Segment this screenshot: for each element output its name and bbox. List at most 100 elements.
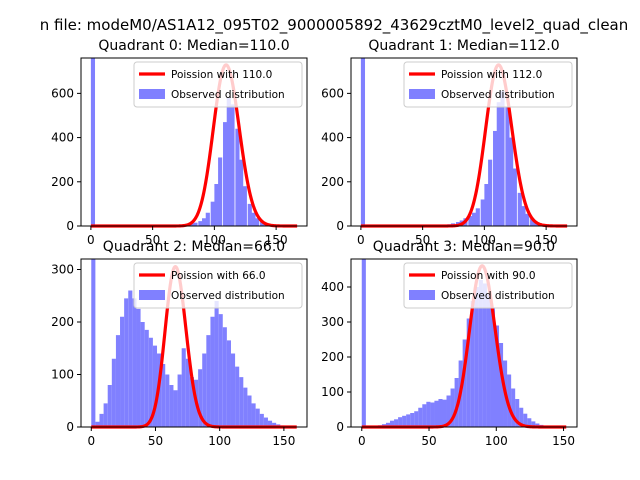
hist-bar <box>525 213 530 226</box>
hist-bar <box>144 329 149 427</box>
hist-bar <box>239 159 244 226</box>
hist-bar <box>484 184 489 226</box>
x-tick-label: 0 <box>358 434 366 448</box>
hist-bar <box>251 212 256 226</box>
hist-bar <box>422 404 427 427</box>
hist-bar <box>202 218 207 226</box>
hist-bar <box>426 401 431 427</box>
hist-bar <box>519 407 524 427</box>
legend-label-poisson: Poission with 66.0 <box>171 270 266 282</box>
hist-bar <box>222 327 227 427</box>
hist-bar <box>230 353 236 427</box>
legend-swatch-observed <box>139 89 165 99</box>
y-tick-label: 400 <box>321 131 344 145</box>
hist-bar <box>430 402 435 427</box>
legend: Poission with 66.0 Observed distribution <box>133 262 303 309</box>
hist-bar <box>530 218 535 226</box>
x-tick-label: 150 <box>535 233 558 247</box>
hist-bar <box>95 421 100 427</box>
x-tick-label: 150 <box>552 434 575 448</box>
legend-label-poisson: Poission with 112.0 <box>441 69 542 81</box>
subplot-title: Quadrant 1: Median=112.0 <box>368 38 559 54</box>
hist-bar <box>198 369 203 427</box>
hist-bar <box>523 413 528 427</box>
hist-bar <box>99 413 104 427</box>
axes-frame <box>80 258 308 428</box>
y-tick-label: 200 <box>51 315 74 329</box>
hist-bar <box>255 408 260 427</box>
hist-bar <box>181 348 186 427</box>
hist-bar <box>418 407 423 427</box>
hist-bar <box>210 201 215 226</box>
x-tick-label: 50 <box>415 233 430 247</box>
x-tick-label: 50 <box>421 434 436 448</box>
hist-bar <box>263 417 268 427</box>
hist-bar <box>128 290 133 427</box>
hist-bar <box>202 353 207 427</box>
y-tick-label: 0 <box>336 420 344 434</box>
legend-label-poisson: Poission with 90.0 <box>441 270 536 282</box>
hist-bar <box>185 358 190 427</box>
hist-bar <box>390 420 395 427</box>
y-tick-label: 300 <box>51 263 74 277</box>
hist-bar <box>218 314 223 427</box>
legend-label-observed: Observed distribution <box>171 89 285 101</box>
x-tick-label: 100 <box>473 233 496 247</box>
hist-bar <box>223 122 228 226</box>
hist-bar <box>193 222 198 226</box>
legend-swatch-observed <box>409 89 435 99</box>
hist-bar <box>148 337 153 427</box>
hist-bar <box>177 374 182 427</box>
legend-label-observed: Observed distribution <box>171 290 285 302</box>
hist-bar <box>527 418 532 427</box>
x-tick-label: 150 <box>272 434 295 448</box>
hist-bar <box>474 287 479 427</box>
hist-bar <box>434 400 439 427</box>
x-tick-label: 100 <box>485 434 508 448</box>
hist-bar <box>230 104 235 226</box>
hist-bar <box>189 377 194 427</box>
y-tick-label: 0 <box>336 219 344 233</box>
hist-bar <box>466 318 471 427</box>
hist-bar <box>462 339 467 427</box>
x-tick-label: 0 <box>357 233 365 247</box>
hist-bar <box>482 283 487 427</box>
y-tick-label: 0 <box>66 420 74 434</box>
hist-bar <box>450 388 455 427</box>
subplot-quadrant-2: 0 50 100 150 0 100 200 300 Quadrant 2: Median=66… <box>51 239 308 448</box>
hist-bar <box>394 419 399 427</box>
hist-bar <box>486 294 491 427</box>
hist-bar <box>360 58 366 226</box>
legend: Poission with 90.0 Observed distribution <box>403 262 573 309</box>
hist-bar <box>91 259 96 427</box>
y-tick-label: 100 <box>321 385 344 399</box>
legend-label-observed: Observed distribution <box>441 89 555 101</box>
hist-bar <box>247 203 252 226</box>
legend-label-observed: Observed distribution <box>441 290 555 302</box>
hist-bar <box>115 335 121 427</box>
hist-bar <box>509 137 514 226</box>
hist-bar <box>406 414 411 427</box>
hist-bar <box>124 298 129 427</box>
hist-bar <box>189 223 194 226</box>
hist-bar <box>235 128 240 226</box>
x-tick-label: 0 <box>87 434 95 448</box>
hist-bar <box>414 411 419 427</box>
hist-bar <box>218 157 223 226</box>
hist-bar <box>478 280 483 427</box>
hist-bar <box>235 366 240 427</box>
hist-bar <box>498 343 504 427</box>
legend-box <box>403 262 573 309</box>
hist-bar <box>239 377 244 427</box>
hist-bar <box>505 106 510 226</box>
hist-bar <box>500 91 505 226</box>
y-tick-label: 400 <box>51 131 74 145</box>
hist-bar <box>272 422 277 427</box>
hist-bar <box>493 130 498 226</box>
x-tick-label: 100 <box>208 434 231 448</box>
hist-bar <box>165 374 170 427</box>
hist-bar <box>410 413 415 427</box>
hist-bar <box>161 364 166 427</box>
hist-bar <box>512 168 517 226</box>
